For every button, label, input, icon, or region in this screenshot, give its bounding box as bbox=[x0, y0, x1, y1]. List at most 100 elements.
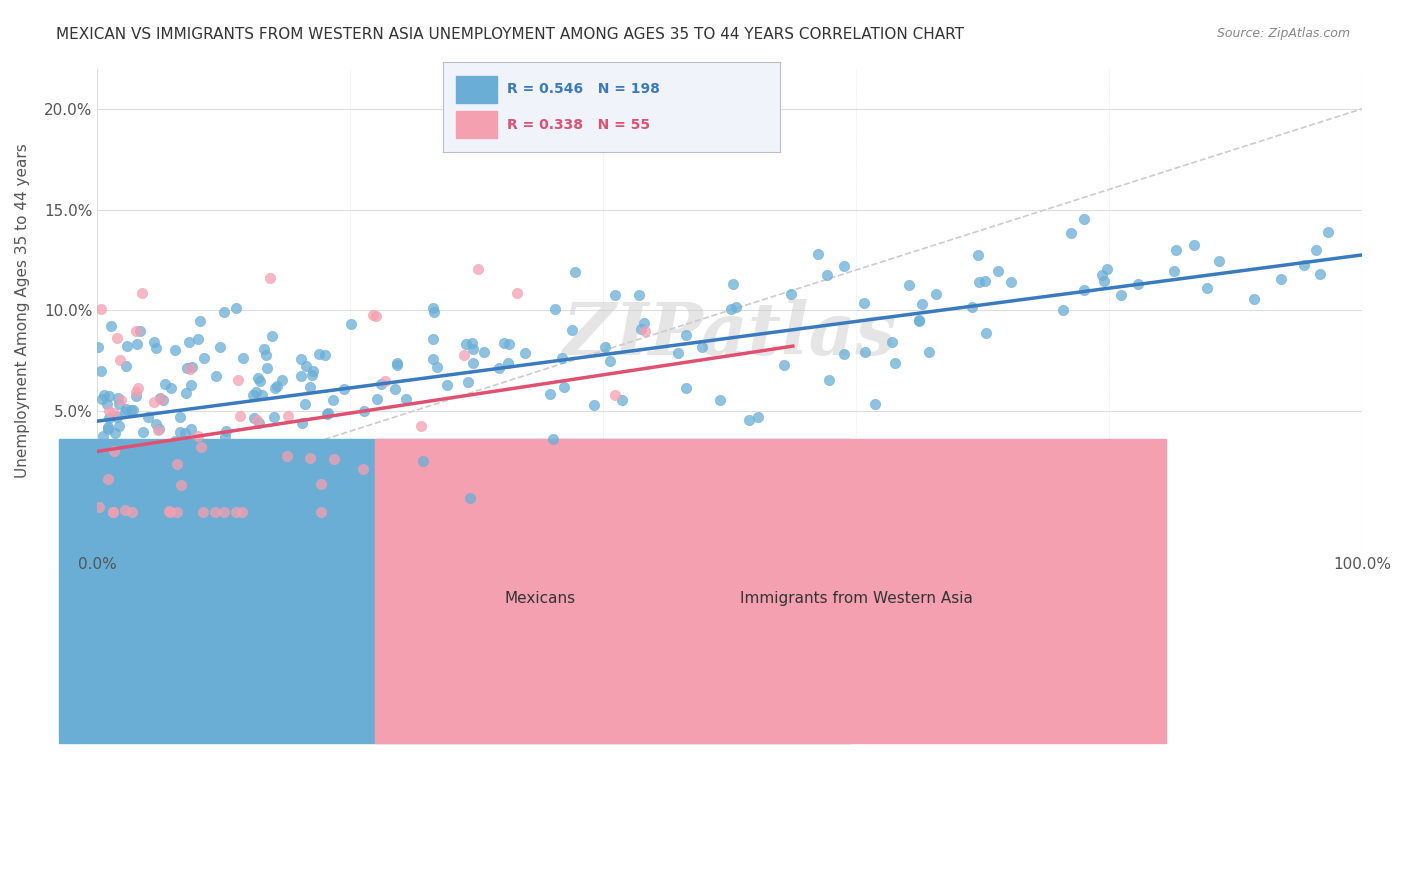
Point bbox=[157, 504, 180, 518]
Point bbox=[603, 387, 626, 401]
Text: MEXICAN VS IMMIGRANTS FROM WESTERN ASIA UNEMPLOYMENT AMONG AGES 35 TO 44 YEARS C: MEXICAN VS IMMIGRANTS FROM WESTERN ASIA … bbox=[56, 27, 965, 42]
Point bbox=[436, 377, 458, 392]
Point bbox=[198, 444, 221, 458]
Point bbox=[141, 481, 163, 495]
Point bbox=[1292, 258, 1315, 272]
Point bbox=[488, 505, 510, 519]
Point bbox=[105, 409, 128, 424]
Point bbox=[423, 305, 446, 319]
Point bbox=[204, 505, 226, 519]
Point bbox=[103, 406, 125, 420]
Point bbox=[882, 334, 904, 349]
Point bbox=[256, 361, 278, 376]
Point bbox=[259, 271, 281, 285]
Point bbox=[159, 505, 181, 519]
Point bbox=[188, 314, 211, 328]
Point bbox=[249, 453, 271, 467]
Point bbox=[110, 453, 132, 467]
Point bbox=[180, 422, 202, 436]
Point bbox=[181, 359, 204, 374]
Point bbox=[1182, 237, 1205, 252]
Point bbox=[242, 388, 264, 402]
Point bbox=[232, 351, 254, 365]
Point bbox=[125, 389, 148, 403]
Point bbox=[253, 342, 276, 356]
Point bbox=[492, 335, 515, 350]
Point bbox=[91, 429, 114, 443]
Point bbox=[103, 505, 125, 519]
Point bbox=[94, 454, 117, 468]
Point bbox=[709, 393, 731, 408]
Point bbox=[1243, 292, 1265, 306]
Point bbox=[176, 360, 198, 375]
Point bbox=[87, 500, 110, 515]
Point bbox=[551, 351, 574, 365]
Point bbox=[290, 416, 312, 430]
Point bbox=[461, 356, 484, 370]
Point bbox=[148, 423, 170, 437]
Point bbox=[675, 327, 697, 342]
Point bbox=[225, 301, 247, 315]
FancyBboxPatch shape bbox=[375, 440, 1166, 743]
Point bbox=[908, 314, 931, 328]
Point bbox=[148, 422, 170, 436]
Point bbox=[107, 397, 129, 411]
Point bbox=[666, 346, 689, 360]
Point bbox=[1309, 267, 1331, 281]
Point bbox=[98, 403, 121, 417]
Point bbox=[193, 351, 215, 366]
Point bbox=[260, 329, 283, 343]
Point bbox=[103, 505, 125, 519]
Point bbox=[115, 401, 138, 416]
Point bbox=[496, 356, 519, 370]
Point bbox=[966, 248, 988, 262]
Point bbox=[911, 297, 934, 311]
Point bbox=[308, 347, 330, 361]
Point bbox=[1091, 268, 1114, 283]
Point bbox=[170, 478, 193, 492]
Point bbox=[132, 465, 155, 479]
Point bbox=[277, 409, 299, 423]
Point bbox=[333, 382, 356, 396]
Point bbox=[301, 364, 323, 378]
Point bbox=[165, 343, 187, 357]
Point bbox=[340, 317, 363, 331]
Point bbox=[1126, 277, 1149, 291]
Point bbox=[87, 340, 110, 354]
Point bbox=[316, 407, 339, 421]
Point bbox=[315, 451, 337, 466]
Point bbox=[817, 373, 839, 387]
Point bbox=[1060, 227, 1083, 241]
Point bbox=[108, 353, 131, 368]
Point bbox=[270, 373, 292, 387]
Point bbox=[506, 286, 529, 301]
Point bbox=[187, 332, 209, 346]
Point bbox=[266, 379, 288, 393]
Point bbox=[387, 358, 409, 372]
Point bbox=[110, 393, 132, 408]
Point bbox=[290, 352, 312, 367]
Point bbox=[166, 457, 188, 471]
Point bbox=[136, 410, 159, 425]
Point bbox=[104, 442, 127, 456]
Point bbox=[422, 301, 444, 315]
Point bbox=[246, 413, 269, 427]
Point bbox=[426, 359, 449, 374]
Point bbox=[834, 259, 856, 273]
Point bbox=[276, 449, 298, 463]
Point bbox=[214, 430, 236, 444]
Point bbox=[173, 466, 195, 480]
Point bbox=[105, 331, 128, 345]
Point bbox=[422, 352, 444, 367]
Point bbox=[226, 372, 249, 386]
Point bbox=[93, 388, 115, 402]
Point bbox=[108, 418, 131, 433]
Point bbox=[364, 310, 387, 324]
Point bbox=[561, 323, 583, 337]
Point bbox=[1208, 254, 1230, 268]
Point bbox=[90, 392, 112, 407]
Point bbox=[311, 476, 333, 491]
Point bbox=[149, 392, 172, 406]
Point bbox=[1305, 244, 1327, 258]
Point bbox=[143, 335, 166, 350]
